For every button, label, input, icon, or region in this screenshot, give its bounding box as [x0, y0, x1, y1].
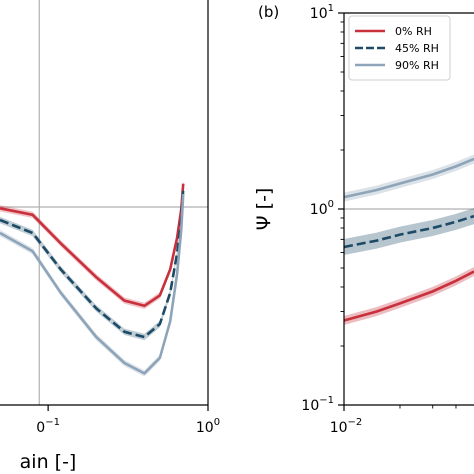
series-line-0% RH: [343, 270, 474, 322]
panel-b-xtick-label-0: 10−2: [330, 417, 363, 436]
panel-b-ylabel: Ψ [-]: [253, 188, 275, 231]
series-band-1: [0, 185, 184, 341]
panel-b-ytick-label-0: 10−1: [301, 395, 334, 414]
series-band-90% RH: [344, 154, 474, 202]
panel-a-xtick-label-0: 0−1: [36, 417, 60, 436]
series-band-0: [0, 180, 184, 309]
panel-a-xtick-label-1: 100: [196, 417, 220, 436]
legend-label-0% RH: 0% RH: [395, 25, 432, 38]
series-line-45% RH: [343, 214, 474, 249]
legend-label-45% RH: 45% RH: [395, 42, 439, 55]
series-line-0: [0, 183, 185, 308]
series-line-1: [0, 188, 185, 339]
panel-a: 0−1 100 ain [-]: [0, 0, 220, 473]
legend: 0% RH 45% RH 90% RH: [348, 15, 451, 81]
legend-label-90% RH: 90% RH: [395, 59, 439, 72]
series-line-90% RH: [343, 157, 474, 199]
panel-b-tag: (b): [258, 3, 279, 21]
panel-b: (b) 10−1 100 101 10−2 Ψ [-] 0% RH 45% RH 90% RH: [253, 3, 474, 436]
series-line-2: [0, 193, 185, 375]
series-band-2: [0, 190, 184, 377]
panel-b-ytick-label-1: 100: [310, 199, 334, 218]
panel-a-xlabel: ain [-]: [20, 451, 77, 473]
panel-b-ytick-label-2: 101: [310, 3, 334, 22]
